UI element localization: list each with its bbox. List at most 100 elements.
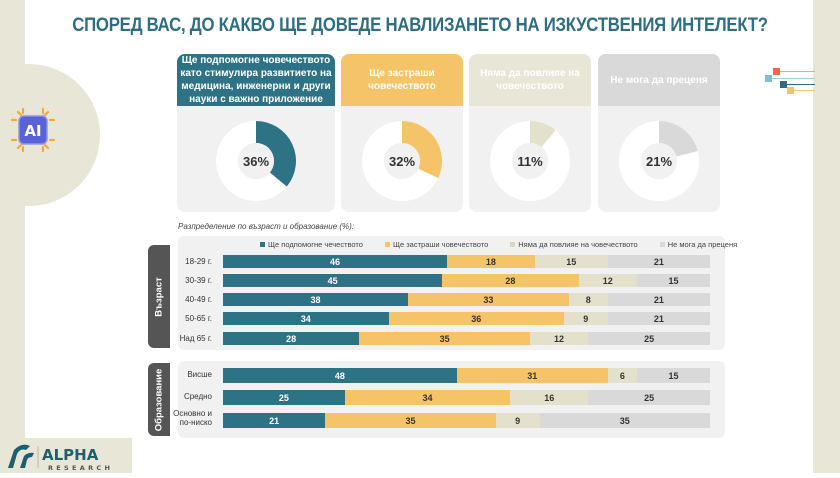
bar-segment: 25 (588, 332, 710, 345)
row-label: Основно и по-ниско (173, 409, 212, 427)
donut-value-label: 11% (517, 153, 543, 169)
bar-segment: 16 (510, 390, 589, 405)
stacked-bar-row: 28 35 12 25 (223, 332, 710, 345)
bar-segment: 35 (539, 413, 710, 428)
bar-value-label: 8 (585, 294, 591, 305)
ai-chip-icon: AI (10, 107, 56, 153)
bar-value-label: 35 (619, 415, 630, 426)
bar-value-label: 21 (653, 294, 664, 305)
bar-value-label: 33 (483, 294, 494, 305)
legend-label: Ще подпомогне чеч​ество​то (268, 240, 363, 249)
stacked-bar-row: 48 31 6 15 (223, 368, 710, 383)
bar-value-label: 21 (653, 313, 664, 324)
donut-value-label: 36% (242, 153, 270, 169)
legend-label: Ще застраши човечеството (392, 240, 489, 249)
bar-segment: 12 (529, 332, 589, 345)
summary-card-no-effect: Няма да повлияе на човечеството 11% (469, 54, 591, 212)
row-label: Над 65 г. (179, 334, 212, 343)
row-label: 50-65 г. (185, 314, 212, 323)
age-group-tab: Възраст (148, 245, 170, 348)
bar-value-label: 15 (566, 256, 577, 267)
bar-value-label: 38 (310, 294, 321, 305)
bar-segment: 45 (223, 274, 443, 287)
bar-segment: 15 (636, 368, 710, 383)
education-group-label: Образование (153, 368, 165, 431)
card-header: Няма да повлияе на човечеството (469, 54, 591, 106)
bar-segment: 18 (447, 255, 535, 268)
donut-chart (619, 121, 699, 201)
bar-segment: 36 (388, 312, 564, 325)
summary-card-threaten: Ще застраши човечеството 32% (341, 54, 463, 212)
bar-segment: 12 (578, 274, 637, 287)
legend-label: Няма да повлияе на човечеството (518, 240, 638, 249)
donut-hole (238, 143, 274, 179)
legend-item-cannot-say: Не мога да преценя (659, 240, 738, 249)
bar-value-label: 36 (471, 313, 482, 324)
bar-segment: 31 (456, 368, 608, 383)
bar-value-label: 25 (278, 392, 289, 403)
bar-segment: 35 (359, 332, 530, 345)
bar-segment: 21 (607, 312, 710, 325)
bar-segment: 48 (223, 368, 457, 383)
bar-segment: 15 (534, 255, 608, 268)
bar-value-label: 12 (602, 275, 613, 286)
bar-value-label: 9 (583, 313, 589, 324)
summary-card-help: Ще подпомогне човечеството като стимулир… (177, 54, 335, 212)
bar-segment: 25 (223, 390, 345, 405)
legend-label: Не мога да преценя (667, 240, 738, 249)
donut-segment (402, 121, 442, 179)
bar-segment: 28 (442, 274, 579, 287)
chart-subtitle: Разпределение по възраст и образование (… (178, 222, 355, 231)
bar-segment: 28 (223, 332, 360, 345)
card-header: Ще застраши човечеството (341, 54, 463, 106)
bar-value-label: 25 (644, 392, 655, 403)
page-title: СПОРЕД ВАС, ДО КАКВО ЩЕ ДОВЕДЕ НАВЛИЗАНЕ… (72, 14, 768, 36)
donut-chart (216, 121, 296, 201)
card-header: Не мога да преценя (598, 54, 720, 106)
bar-segment: 38 (223, 293, 409, 306)
right-decor-strip (813, 0, 840, 473)
row-label: Висше (187, 370, 212, 379)
bar-segment: 6 (607, 368, 637, 383)
bar-value-label: 15 (668, 370, 679, 381)
bar-value-label: 35 (405, 415, 416, 426)
bar-value-label: 21 (269, 415, 280, 426)
logo-mark-icon: ALPHA RESEARCH (8, 444, 113, 472)
bar-value-label: 31 (527, 370, 538, 381)
bar-segment: 34 (344, 390, 511, 405)
bar-value-label: 25 (644, 333, 655, 344)
legend-item-threaten: Ще застраши човечеството (384, 240, 489, 249)
donut-value-label: 21% (645, 153, 673, 169)
legend-swatch-icon (384, 242, 390, 247)
bar-value-label: 6 (619, 370, 625, 381)
ai-icon-text: AI (24, 122, 41, 140)
row-label: 18-29 г. (185, 257, 212, 266)
logo-sub: RESEARCH (48, 464, 113, 472)
decorative-lines-icon (765, 68, 815, 94)
bar-segment: 25 (588, 390, 710, 405)
card-header: Ще подпомогне човечеството като стимулир… (177, 54, 335, 106)
bar-value-label: 18 (485, 256, 496, 267)
bar-value-label: 16 (544, 392, 555, 403)
donut-value-label: 32% (388, 153, 416, 169)
stacked-bar-row: 45 28 12 15 (223, 274, 710, 287)
bar-value-label: 48 (334, 370, 345, 381)
legend-item-help: Ще подпомогне чеч​ество​то (260, 240, 363, 249)
bar-segment: 33 (408, 293, 569, 306)
chart-legend: Ще подпомогне чеч​ество​то Ще застраши ч… (260, 240, 737, 249)
legend-swatch-icon (260, 242, 265, 247)
bar-value-label: 34 (300, 313, 311, 324)
donut-hole (384, 143, 420, 179)
bar-value-label: 9 (515, 415, 521, 426)
bar-value-label: 15 (668, 275, 679, 286)
stacked-bar-row: 25 34 16 25 (223, 390, 710, 405)
donut-chart (490, 121, 570, 201)
bar-segment: 15 (636, 274, 710, 287)
bar-segment: 8 (568, 293, 608, 306)
bar-segment: 21 (607, 293, 710, 306)
bar-value-label: 21 (653, 256, 664, 267)
stacked-bar-row: 46 18 15 21 (223, 255, 710, 268)
bar-segment: 9 (563, 312, 608, 325)
stacked-bar-row: 21 35 9 35 (223, 413, 710, 428)
bar-value-label: 35 (439, 333, 450, 344)
